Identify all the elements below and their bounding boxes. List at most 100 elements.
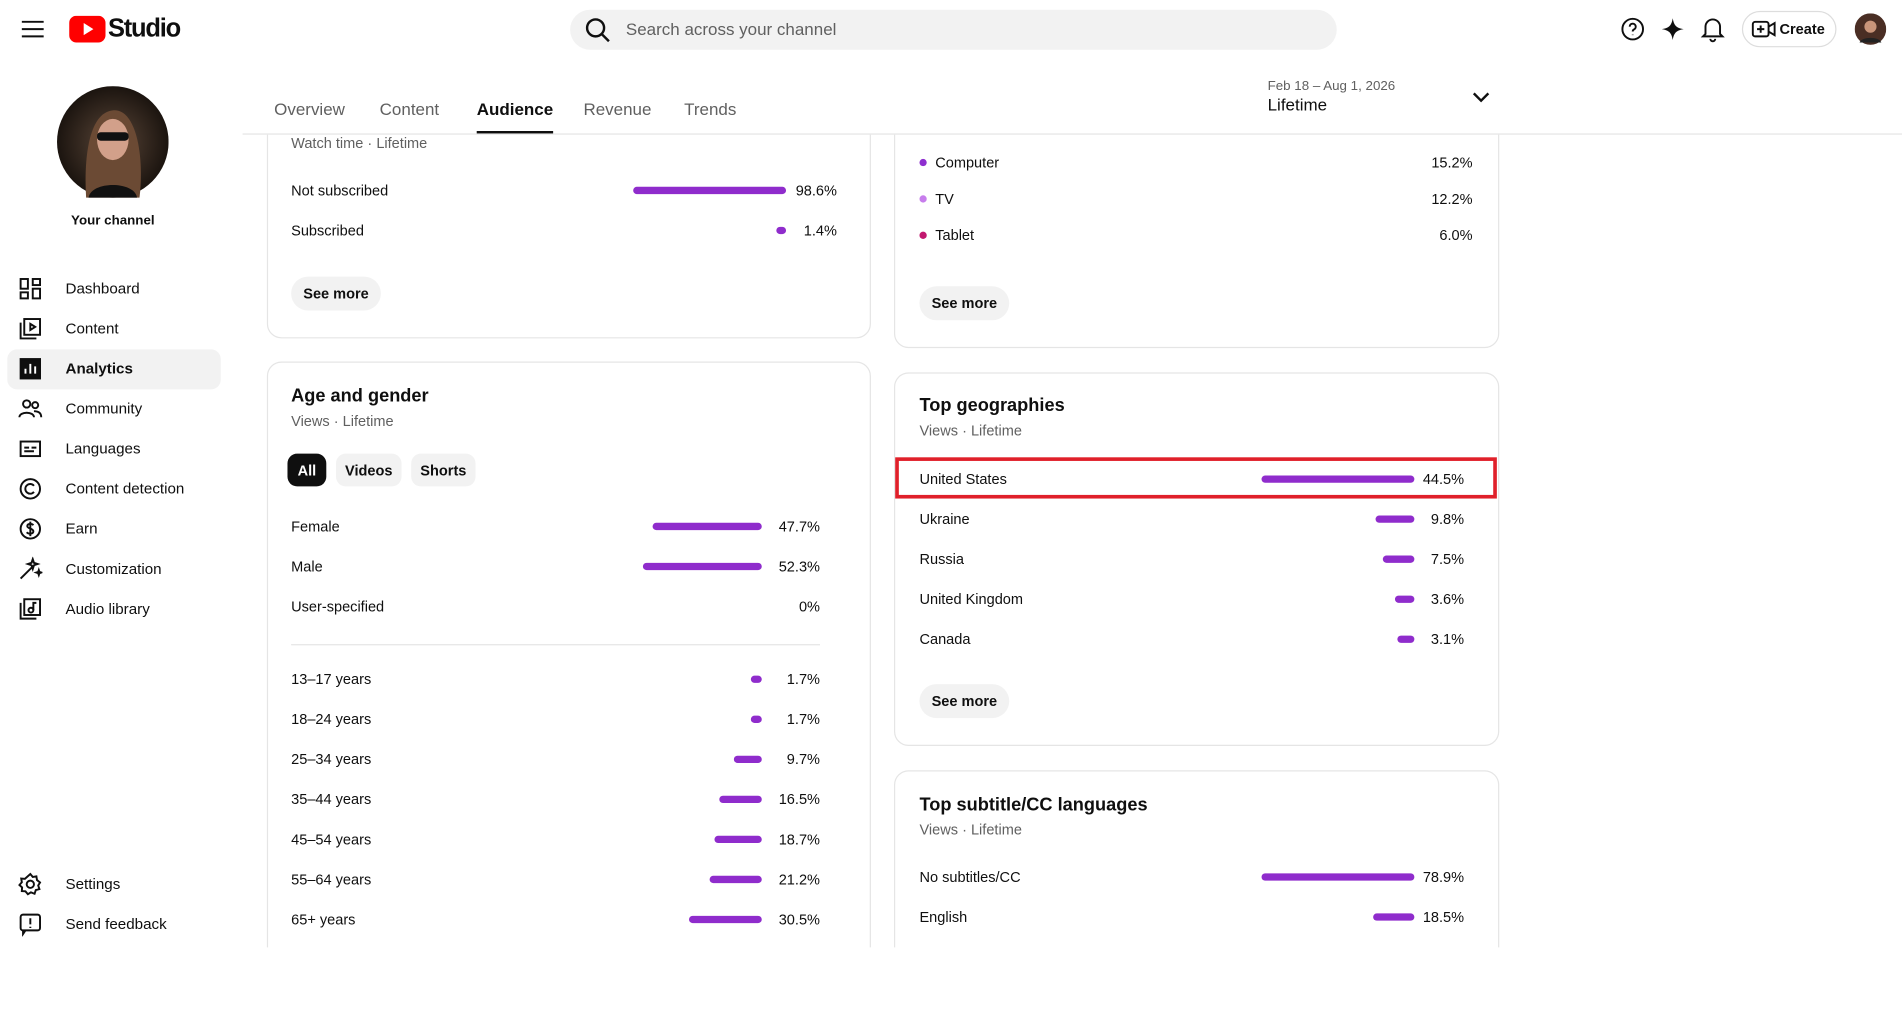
bar [689, 915, 762, 924]
row-value: 1.7% [786, 710, 820, 728]
row-label: 13–17 years [291, 670, 372, 688]
bar [709, 875, 762, 884]
legend-dot [919, 195, 927, 203]
card-subtitle: Views · Lifetime [919, 422, 1022, 440]
row-label: United Kingdom [919, 590, 1024, 608]
nav-icon [19, 518, 41, 540]
studio-app: Watch time · Lifetime See more See more … [7, 9, 1902, 948]
nav-item[interactable]: Dashboard [65, 280, 140, 298]
bar [750, 715, 762, 723]
card-title: Top geographies [919, 395, 1065, 417]
row-label: Female [291, 517, 340, 535]
nav-item[interactable]: Analytics [65, 360, 133, 378]
row-label: Russia [919, 550, 964, 568]
row-label: Ukraine [919, 510, 970, 528]
nav-item[interactable]: Community [65, 400, 143, 418]
tab[interactable]: Content [379, 99, 440, 119]
row-label: User-specified [291, 598, 385, 615]
bar [1261, 873, 1415, 881]
row-label: 55–64 years [291, 870, 372, 888]
row-label: 18–24 years [291, 710, 372, 728]
card-title: Age and gender [291, 385, 429, 407]
nav-item[interactable]: Content detection [65, 480, 185, 498]
row-value: 9.7% [786, 750, 820, 768]
search-box[interactable] [570, 9, 1337, 50]
nav-item[interactable]: Languages [65, 440, 141, 458]
row-label: No subtitles/CC [919, 868, 1021, 886]
row-value: 6.0% [1439, 226, 1473, 244]
tab[interactable]: Overview [274, 99, 345, 119]
sparkle-icon[interactable] [1661, 17, 1685, 41]
row-value: 21.2% [778, 870, 820, 888]
card-subtitle: Watch time · Lifetime [291, 134, 428, 152]
nav-item[interactable]: Customization [65, 560, 162, 578]
bar [642, 562, 762, 571]
nav-item[interactable]: Send feedback [65, 915, 167, 933]
create-button[interactable] [1741, 10, 1837, 48]
nav-highlight [7, 349, 221, 390]
help-icon[interactable] [1621, 17, 1645, 41]
nav-icon [19, 598, 41, 620]
menu-icon[interactable] [21, 19, 45, 38]
filter-chip[interactable]: Shorts [411, 453, 476, 487]
filter-chip[interactable]: All [287, 453, 327, 487]
date-period[interactable]: Lifetime [1267, 94, 1328, 115]
row-label: Computer [935, 154, 1000, 172]
nav-icon [19, 358, 41, 380]
row-value: 3.6% [1430, 590, 1465, 608]
channel-avatar[interactable] [57, 86, 169, 198]
filter-chip[interactable]: Videos [336, 453, 402, 487]
nav-item[interactable]: Content [65, 320, 119, 338]
dropdown-icon[interactable] [1472, 91, 1490, 103]
tab[interactable]: Revenue [583, 99, 652, 119]
nav-item[interactable]: Settings [65, 875, 121, 893]
notifications-icon[interactable] [1700, 16, 1725, 43]
see-more-button[interactable]: See more [919, 286, 1010, 321]
row-value: 7.5% [1430, 550, 1465, 568]
bar [633, 186, 787, 195]
nav-item[interactable]: Audio library [65, 600, 150, 618]
row-value: 12.2% [1431, 190, 1473, 208]
row-value: 52.3% [778, 557, 820, 575]
bar [1395, 595, 1415, 603]
row-value: 30.5% [778, 910, 820, 928]
row-label: 25–34 years [291, 750, 372, 768]
nav-item[interactable]: Earn [65, 520, 98, 538]
row-value: 18.5% [1422, 908, 1465, 926]
account-avatar[interactable] [1854, 13, 1887, 45]
row-value: 15.2% [1431, 154, 1473, 172]
nav-icon [19, 913, 41, 937]
bar [776, 226, 787, 235]
tab[interactable]: Trends [684, 99, 737, 119]
row-value: 0% [798, 598, 820, 615]
tab[interactable]: Audience [476, 87, 554, 134]
row-label: English [919, 908, 968, 926]
row-value: 47.7% [778, 517, 820, 535]
nav-icon [19, 478, 41, 500]
nav-icon [19, 318, 41, 340]
content-area: Watch time · Lifetime See more See more … [266, 134, 1500, 948]
nav-icon [18, 872, 42, 896]
legend-dot [919, 231, 927, 239]
row-label: Subscribed [291, 221, 364, 239]
bar [1382, 555, 1415, 563]
bar [652, 522, 762, 531]
search-placeholder: Search across your channel [625, 19, 837, 39]
row-value: 3.1% [1430, 630, 1465, 648]
card-subtitle: Views · Lifetime [919, 821, 1022, 839]
see-more-button[interactable]: See more [919, 684, 1010, 719]
legend-dot [919, 158, 927, 167]
nav-icon [19, 440, 41, 458]
youtube-logo [69, 15, 106, 43]
nav-icon [18, 399, 43, 418]
channel-label: Your channel [71, 213, 155, 229]
row-label: 65+ years [291, 910, 356, 928]
row-value: 1.7% [786, 670, 820, 688]
tabs-divider [242, 133, 1902, 135]
row-value: 18.7% [778, 830, 820, 848]
age-gender-card [266, 361, 871, 948]
bar [719, 795, 762, 804]
see-more-button[interactable]: See more [291, 276, 381, 311]
product-name: Studio [107, 14, 181, 43]
nav-icon [19, 278, 41, 300]
